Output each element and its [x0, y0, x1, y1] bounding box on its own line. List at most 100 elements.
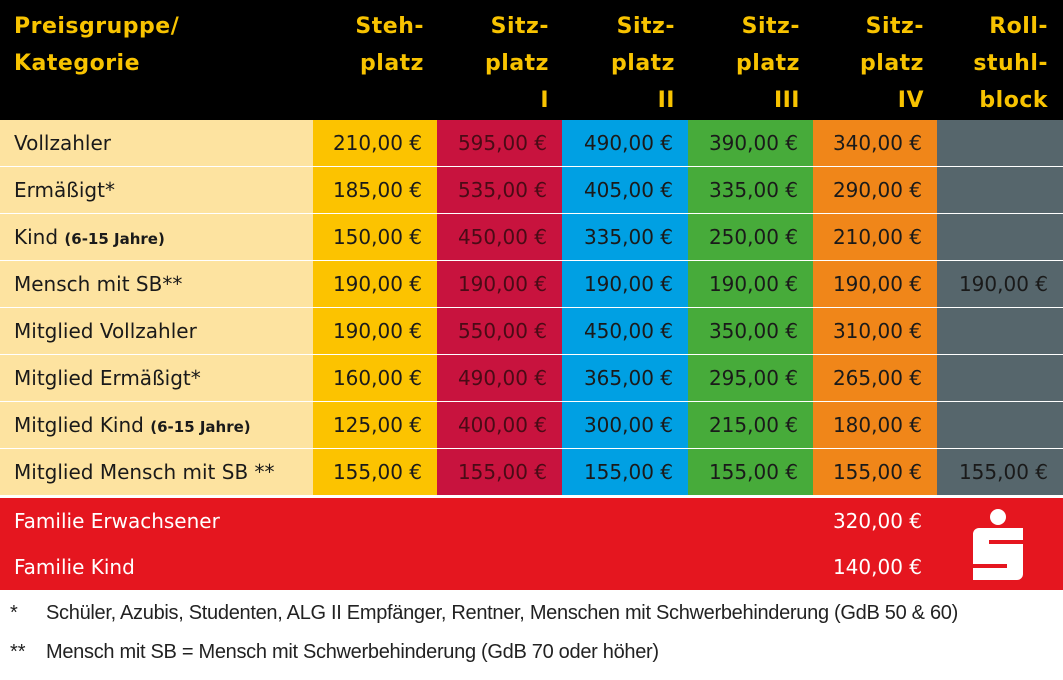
price-cell: 335,00 €	[562, 214, 688, 260]
row-label: Mitglied Vollzahler	[0, 308, 313, 354]
price-cell	[937, 120, 1063, 166]
price-cell: 215,00 €	[688, 402, 813, 448]
header-sitzplatz-2: Sitz- platz II	[562, 8, 675, 119]
row-divider	[0, 307, 1063, 308]
header-line: Sitz-	[616, 14, 675, 39]
header-line: block	[979, 88, 1048, 113]
row-label: Ermäßigt*	[0, 167, 313, 213]
row-divider	[0, 260, 1063, 261]
header-line: III	[773, 88, 800, 113]
price-cell: 155,00 €	[937, 449, 1063, 495]
price-cell: 300,00 €	[562, 402, 688, 448]
header-rollstuhlblock: Roll- stuhl- block	[937, 8, 1048, 119]
row-label-note: (6-15 Jahre)	[150, 418, 251, 436]
price-cell	[937, 355, 1063, 401]
header-category: Preisgruppe/ Kategorie	[14, 8, 304, 82]
price-cell	[937, 308, 1063, 354]
row-label-text: Vollzahler	[14, 131, 111, 155]
row-label: Mitglied Mensch mit SB **	[0, 449, 313, 495]
row-label-text: Mitglied Vollzahler	[14, 319, 197, 343]
table-header: Preisgruppe/ Kategorie Steh- platz Sitz-…	[0, 0, 1063, 120]
sparkasse-logo-icon	[973, 509, 1023, 580]
row-label: Mitglied Kind (6-15 Jahre)	[0, 402, 313, 448]
footnote-text: Mensch mit SB = Mensch mit Schwerbehinde…	[46, 641, 659, 663]
header-stehplatz: Steh- platz	[313, 8, 424, 82]
header-line: Sitz-	[741, 14, 800, 39]
table-row: Mitglied Vollzahler 190,00 €550,00 €450,0…	[0, 308, 1063, 354]
price-cell: 190,00 €	[313, 308, 437, 354]
row-divider	[0, 401, 1063, 402]
price-cell: 400,00 €	[437, 402, 562, 448]
price-cell: 365,00 €	[562, 355, 688, 401]
table-row: Vollzahler 210,00 €595,00 €490,00 €390,00…	[0, 120, 1063, 166]
price-cell: 390,00 €	[688, 120, 813, 166]
price-cell: 595,00 €	[437, 120, 562, 166]
price-cell: 490,00 €	[437, 355, 562, 401]
price-cell: 490,00 €	[562, 120, 688, 166]
price-cell: 350,00 €	[688, 308, 813, 354]
row-label-text: Mitglied Kind	[14, 413, 144, 437]
header-line: stuhl-	[973, 51, 1048, 76]
row-label: Kind (6-15 Jahre)	[0, 214, 313, 260]
table-row: Ermäßigt* 185,00 €535,00 €405,00 €335,00 …	[0, 167, 1063, 213]
header-category-line: Kategorie	[14, 51, 141, 76]
row-label-text: Kind	[14, 225, 59, 249]
price-cell: 295,00 €	[688, 355, 813, 401]
footnote-mark: *	[10, 602, 18, 624]
table-row: Mensch mit SB** 190,00 €190,00 €190,00 €1…	[0, 261, 1063, 307]
header-category-line: Preisgruppe/	[14, 14, 180, 39]
price-cell: 155,00 €	[437, 449, 562, 495]
price-cell: 265,00 €	[813, 355, 937, 401]
price-cell: 210,00 €	[813, 214, 937, 260]
header-line: Sitz-	[865, 14, 924, 39]
price-cell: 340,00 €	[813, 120, 937, 166]
header-sitzplatz-3: Sitz- platz III	[688, 8, 800, 119]
header-line: platz	[360, 51, 424, 76]
family-price: 140,00 €	[832, 555, 922, 579]
price-cell: 155,00 €	[313, 449, 437, 495]
table-row: Mitglied Kind (6-15 Jahre) 125,00 €400,00…	[0, 402, 1063, 448]
header-line: IV	[897, 88, 924, 113]
family-label: Familie Kind	[14, 555, 135, 579]
footnote-text: Schüler, Azubis, Studenten, ALG II Empfä…	[46, 602, 958, 624]
header-sitzplatz-4: Sitz- platz IV	[813, 8, 924, 119]
row-label-note: (6-15 Jahre)	[64, 230, 165, 248]
price-cell: 190,00 €	[562, 261, 688, 307]
price-cell	[937, 167, 1063, 213]
table-row: Mitglied Ermäßigt* 160,00 €490,00 €365,00…	[0, 355, 1063, 401]
row-divider	[0, 448, 1063, 449]
price-cell: 160,00 €	[313, 355, 437, 401]
price-cell: 250,00 €	[688, 214, 813, 260]
price-cell	[937, 214, 1063, 260]
price-cell: 190,00 €	[937, 261, 1063, 307]
header-line: Roll-	[989, 14, 1048, 39]
row-label-text: Ermäßigt*	[14, 178, 115, 202]
row-label: Mensch mit SB**	[0, 261, 313, 307]
family-price: 320,00 €	[832, 509, 922, 533]
header-line: platz	[736, 51, 800, 76]
price-cell: 190,00 €	[813, 261, 937, 307]
header-line: Sitz-	[490, 14, 549, 39]
row-label-text: Mitglied Ermäßigt*	[14, 366, 201, 390]
price-cell: 155,00 €	[562, 449, 688, 495]
family-row: Familie Kind 140,00 €	[0, 544, 937, 590]
table-row: Kind (6-15 Jahre) 150,00 €450,00 €335,00 …	[0, 214, 1063, 260]
price-cell: 155,00 €	[813, 449, 937, 495]
row-label: Vollzahler	[0, 120, 313, 166]
header-line: platz	[860, 51, 924, 76]
price-cell: 550,00 €	[437, 308, 562, 354]
price-cell: 405,00 €	[562, 167, 688, 213]
header-line: platz	[485, 51, 549, 76]
footnote-mark: **	[10, 641, 26, 663]
price-cell: 150,00 €	[313, 214, 437, 260]
price-cell: 180,00 €	[813, 402, 937, 448]
header-line: Steh-	[355, 14, 424, 39]
price-cell: 450,00 €	[562, 308, 688, 354]
price-cell: 290,00 €	[813, 167, 937, 213]
price-cell	[937, 402, 1063, 448]
row-divider	[0, 213, 1063, 214]
price-cell: 190,00 €	[437, 261, 562, 307]
price-cell: 210,00 €	[313, 120, 437, 166]
row-label: Mitglied Ermäßigt*	[0, 355, 313, 401]
price-cell: 185,00 €	[313, 167, 437, 213]
